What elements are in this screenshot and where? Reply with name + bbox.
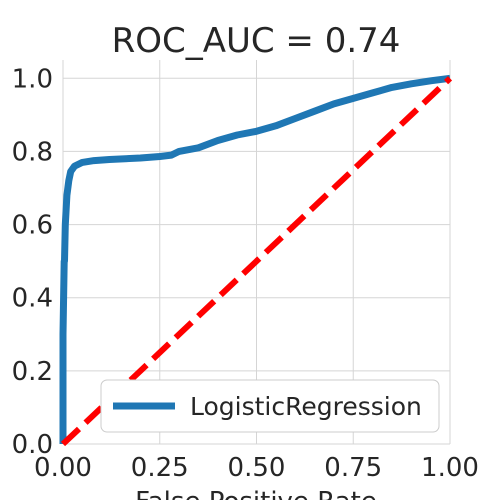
y-tick-labels: 0.0 0.2 0.4 0.6 0.8 1.0 — [12, 64, 53, 460]
x-tick-label: 1.00 — [421, 453, 479, 483]
x-tick-labels: 0.00 0.25 0.50 0.75 1.00 — [34, 453, 479, 483]
x-axis-label: False Positive Rate — [135, 487, 377, 500]
series-lines — [59, 74, 453, 447]
legend-box — [100, 379, 440, 433]
x-tick-label: 0.75 — [324, 453, 382, 483]
x-tick-label: 0.25 — [131, 453, 189, 483]
legend-label-logisticregression: LogisticRegression — [190, 392, 422, 421]
y-tick-label: 0.6 — [12, 211, 53, 241]
y-tick-label: 0.4 — [12, 284, 53, 314]
grid — [62, 60, 451, 445]
y-tick-label: 0.2 — [12, 357, 53, 387]
roc-curve-line — [59, 74, 451, 444]
x-tick-label: 0.50 — [228, 453, 286, 483]
y-tick-label: 1.0 — [12, 64, 53, 94]
y-tick-label: 0.8 — [12, 137, 53, 167]
legend: LogisticRegression — [100, 379, 440, 433]
chart-title: ROC_AUC = 0.74 — [112, 21, 401, 61]
y-tick-label: 0.0 — [12, 430, 53, 460]
diagonal-reference-line — [60, 76, 453, 447]
x-tick-label: 0.00 — [34, 453, 92, 483]
